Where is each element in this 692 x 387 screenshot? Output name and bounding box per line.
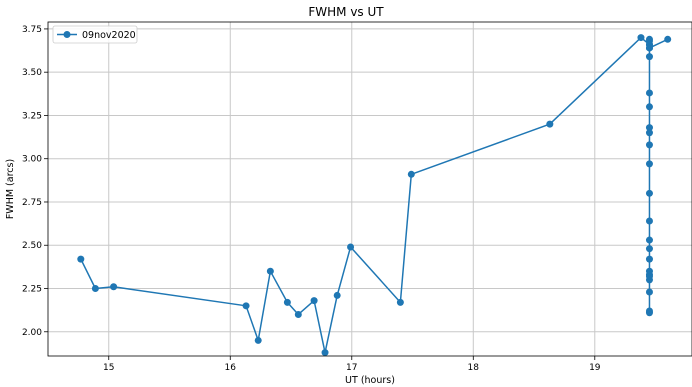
data-point xyxy=(77,255,85,263)
y-tick-label: 3.50 xyxy=(22,68,42,78)
data-point xyxy=(347,243,355,251)
x-tick-label: 17 xyxy=(346,363,357,373)
data-point xyxy=(645,44,653,52)
data-point xyxy=(645,309,653,317)
y-axis-label: FWHM (arcs) xyxy=(5,159,16,219)
x-tick-label: 18 xyxy=(468,363,480,373)
data-point xyxy=(310,297,318,305)
y-tick-label: 3.00 xyxy=(22,155,42,165)
data-point xyxy=(645,160,653,168)
legend: 09nov2020 xyxy=(52,25,138,44)
x-tick-label: 15 xyxy=(103,363,114,373)
y-tick-label: 2.00 xyxy=(22,328,42,338)
x-tick-label: 16 xyxy=(225,363,237,373)
grid-lines xyxy=(48,22,692,356)
data-point xyxy=(407,170,415,178)
legend-entry-label: 09nov2020 xyxy=(82,30,136,41)
series-line xyxy=(80,36,669,354)
data-point xyxy=(645,272,653,280)
series-09nov2020 xyxy=(77,34,672,357)
data-point xyxy=(645,217,653,225)
data-point xyxy=(645,53,653,61)
data-point xyxy=(242,302,250,310)
data-point xyxy=(546,120,554,128)
data-point xyxy=(645,245,653,253)
y-tick-label: 2.75 xyxy=(22,198,42,208)
data-point xyxy=(294,310,302,318)
data-point xyxy=(283,298,291,306)
legend-marker-swatch xyxy=(63,31,71,38)
x-tick-label: 19 xyxy=(589,363,601,373)
chart-title: FWHM vs UT xyxy=(308,5,384,19)
data-point xyxy=(321,349,329,357)
y-tick-label: 3.75 xyxy=(22,25,42,35)
legend-box xyxy=(52,25,138,44)
data-point xyxy=(645,124,653,132)
data-point xyxy=(664,35,672,43)
data-point xyxy=(645,236,653,244)
data-point xyxy=(645,288,653,296)
data-point xyxy=(637,34,645,42)
y-tick-label: 2.25 xyxy=(22,285,42,295)
data-point xyxy=(645,129,653,137)
data-point xyxy=(645,189,653,197)
data-point xyxy=(645,141,653,149)
axis-ticks: 15 16 17 18 19 2.00 2.25 2.50 2.75 3.00 3.25 3.50 3.… xyxy=(22,25,601,373)
y-tick-label: 3.25 xyxy=(22,111,42,121)
data-point xyxy=(266,267,274,275)
data-point xyxy=(110,283,118,291)
data-point xyxy=(645,255,653,263)
data-point xyxy=(645,103,653,111)
data-point xyxy=(396,298,404,306)
data-point xyxy=(645,89,653,97)
data-point xyxy=(645,35,653,43)
data-point xyxy=(333,291,341,299)
x-axis-label: UT (hours) xyxy=(345,375,395,386)
data-point xyxy=(91,285,99,293)
plot-frame xyxy=(47,21,692,357)
data-point xyxy=(254,336,262,344)
y-tick-label: 2.50 xyxy=(22,241,42,251)
